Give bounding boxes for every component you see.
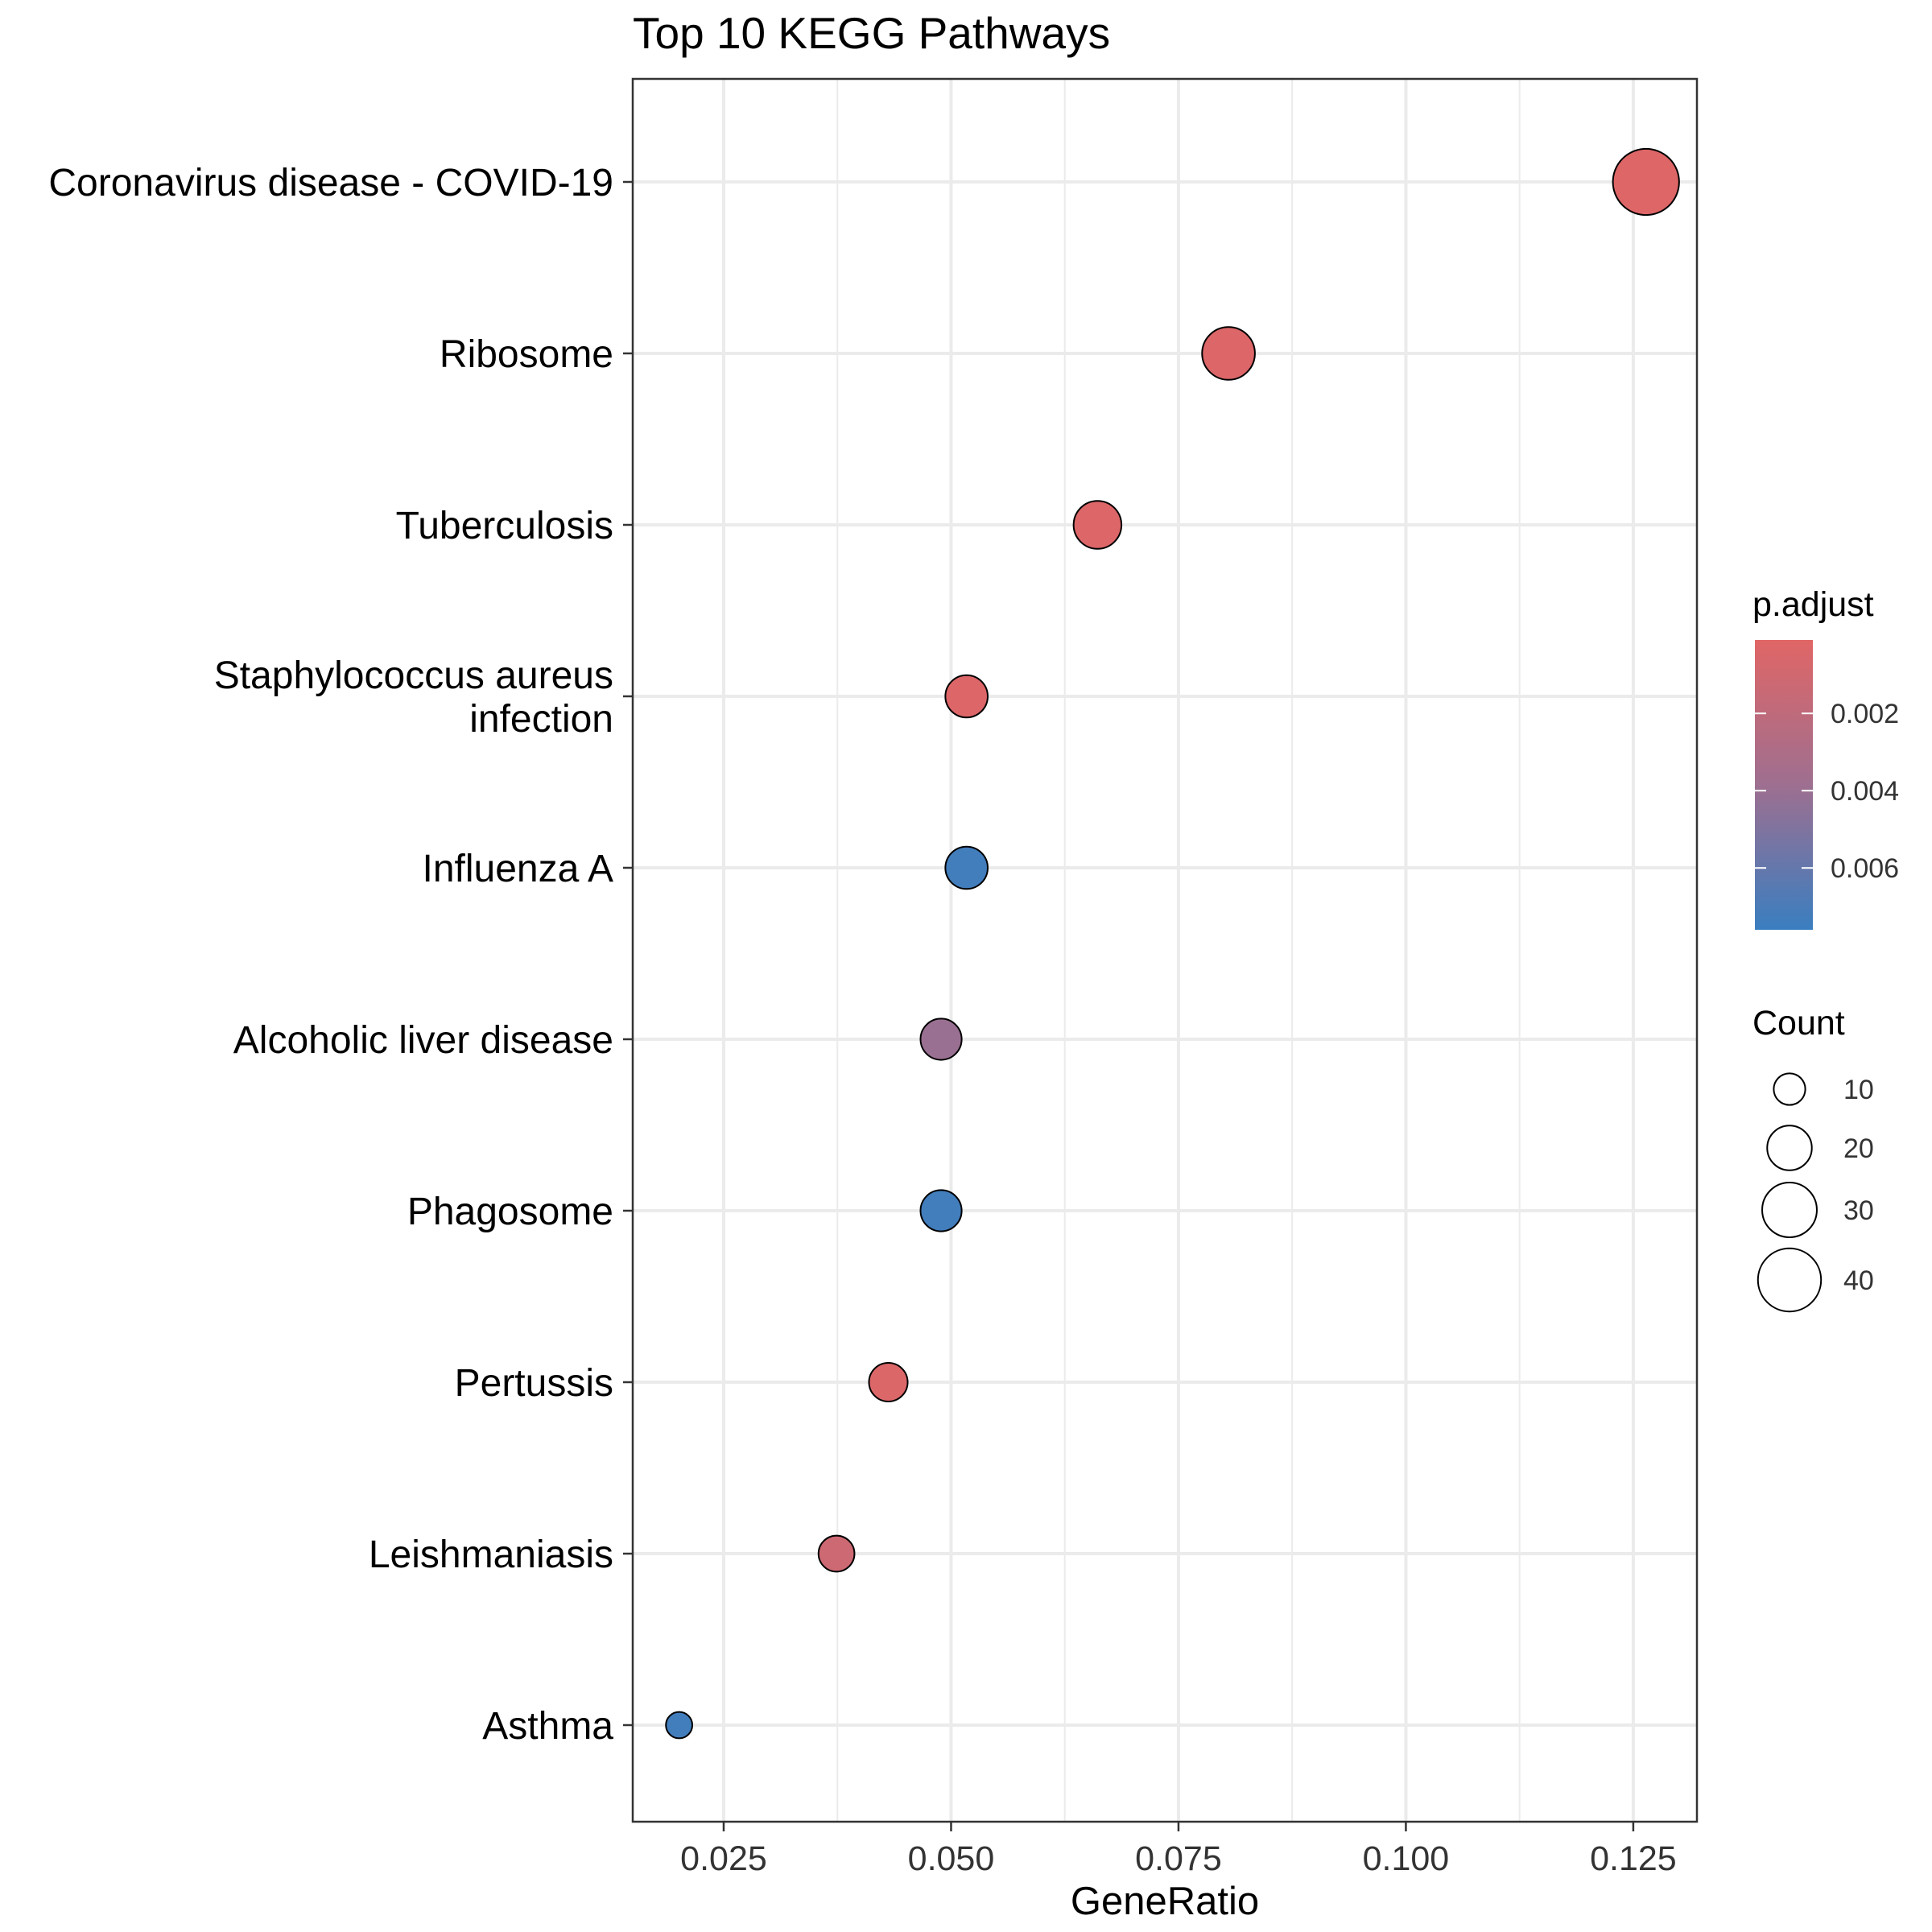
size-legend-title: Count: [1752, 1004, 1845, 1042]
data-point: [919, 1018, 963, 1061]
x-tick-label: 0.100: [1363, 1839, 1450, 1878]
color-legend-label: 0.002: [1831, 699, 1899, 729]
x-tick-label: 0.125: [1590, 1839, 1677, 1878]
y-tick-label: Asthma: [482, 1705, 613, 1748]
data-point: [665, 1711, 694, 1740]
data-point: [1612, 147, 1680, 217]
data-point: [817, 1534, 856, 1573]
plot-panel-border: [631, 77, 1699, 1823]
size-legend-circle: [1757, 1247, 1823, 1313]
x-tick-label: 0.075: [1135, 1839, 1222, 1878]
y-axis: Coronavirus disease - COVID-19 Ribosome Tu…: [48, 162, 633, 1748]
data-point: [868, 1361, 909, 1403]
color-legend-title: p.adjust: [1752, 585, 1874, 624]
size-legend-label: 30: [1843, 1195, 1874, 1226]
data-points: [665, 147, 1680, 1740]
size-legend-circle: [1773, 1072, 1806, 1106]
y-tick-label: Staphylococcus aureus infection: [214, 654, 613, 741]
size-legend-label: 20: [1843, 1133, 1874, 1164]
y-tick-label: Leishmaniasis: [369, 1534, 613, 1576]
color-legend: p.adjust 0.002 0.004 0.006: [1752, 585, 1899, 930]
color-legend-label: 0.006: [1831, 853, 1899, 884]
y-tick-label: Alcoholic liver disease: [233, 1019, 613, 1062]
y-tick-label: Pertussis: [455, 1362, 613, 1405]
y-tick-label: Coronavirus disease - COVID-19: [48, 162, 613, 204]
y-tick-label: Phagosome: [407, 1191, 613, 1233]
x-tick-label: 0.050: [908, 1839, 995, 1878]
data-point: [944, 674, 989, 719]
size-legend-circle: [1761, 1182, 1818, 1238]
data-point: [1201, 326, 1256, 381]
size-legend: Count 10 20 30 40: [1752, 1004, 1874, 1313]
grid: [633, 79, 1697, 1822]
size-legend-label: 10: [1843, 1075, 1874, 1105]
data-point: [919, 1189, 963, 1232]
x-axis: 0.025 0.050 0.075 0.100 0.125: [680, 1822, 1677, 1878]
chart-title: Top 10 KEGG Pathways: [633, 8, 1110, 58]
color-legend-label: 0.004: [1831, 776, 1899, 807]
y-tick-label: Influenza A: [422, 848, 613, 890]
color-legend-bar: [1755, 640, 1813, 930]
data-point: [1072, 500, 1123, 550]
x-tick-label: 0.025: [680, 1839, 767, 1878]
y-tick-label: Tuberculosis: [396, 505, 613, 547]
x-axis-title: GeneRatio: [1071, 1880, 1259, 1923]
size-legend-label: 40: [1843, 1265, 1874, 1296]
data-point: [944, 845, 989, 890]
y-tick-label: Ribosome: [440, 333, 613, 376]
size-legend-circle: [1766, 1125, 1813, 1171]
